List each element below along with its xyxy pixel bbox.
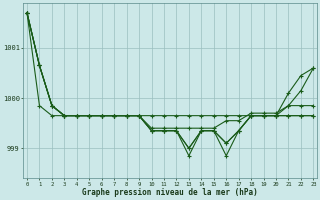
X-axis label: Graphe pression niveau de la mer (hPa): Graphe pression niveau de la mer (hPa) (82, 188, 258, 197)
